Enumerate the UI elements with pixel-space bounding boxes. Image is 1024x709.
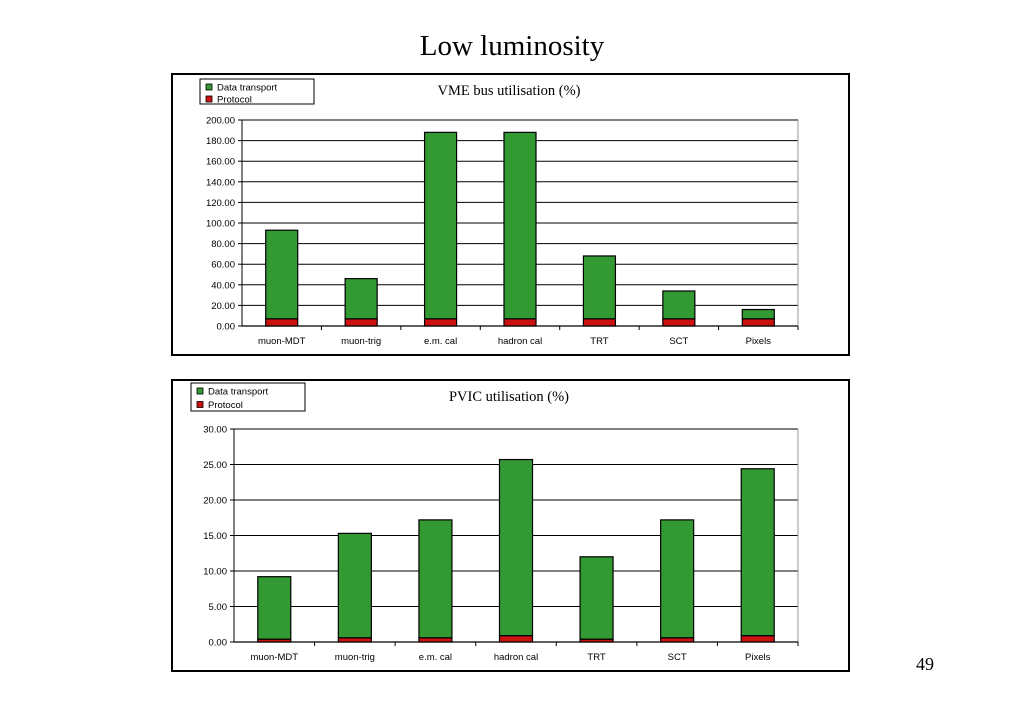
chart2-bar-protocol-muon-trig <box>337 637 372 643</box>
chart2-ytick-label: 30.00 <box>203 425 227 436</box>
chart2-legend-swatch-data-transport <box>196 387 204 395</box>
chart1-xtick-label-hadron-cal: hadron cal <box>498 336 542 347</box>
chart2-bar-data-transport-hadron-cal <box>498 458 534 637</box>
chart1-bar-protocol-e-m-cal <box>423 318 458 327</box>
chart2-bar-data-transport-muon-mdt <box>257 576 292 640</box>
chart1-ytick-label: 80.00 <box>211 239 235 250</box>
chart2-xtick-label-muon-mdt: muon-MDT <box>251 652 299 663</box>
chart1-bar-data-transport-e-m-cal <box>423 131 458 320</box>
chart2-xtick-label-sct: SCT <box>668 652 687 663</box>
chart1-ytick-label: 20.00 <box>211 301 235 312</box>
chart2-legend-label-data-transport: Data transport <box>208 387 269 398</box>
chart2-bar-data-transport-sct <box>660 519 695 639</box>
page-number: 49 <box>916 654 934 674</box>
chart2-bar-data-transport-muon-trig <box>337 532 372 639</box>
chart2-ytick-label: 0.00 <box>209 638 228 649</box>
chart2-ytick-label: 15.00 <box>203 531 227 542</box>
chart1-xtick-label-muon-mdt: muon-MDT <box>258 336 306 347</box>
chart1-legend-label-data-transport: Data transport <box>217 83 278 94</box>
slide-title: Low luminosity <box>419 30 605 62</box>
chart2-legend-swatch-protocol <box>196 401 204 408</box>
chart1-bar-protocol-sct <box>662 318 696 327</box>
chart1-ytick-label: 180.00 <box>206 136 235 147</box>
chart1-legend-label-protocol: Protocol <box>217 95 252 106</box>
chart1-title: VME bus utilisation (%) <box>438 83 581 99</box>
chart2-bar-protocol-sct <box>660 637 695 643</box>
chart1-ytick-label: 100.00 <box>206 219 235 230</box>
chart1-bar-data-transport-pixels <box>741 308 775 320</box>
chart2-xtick-label-muon-trig: muon-trig <box>335 652 375 663</box>
chart2-ytick-label: 20.00 <box>203 496 227 507</box>
chart2-title: PVIC utilisation (%) <box>449 389 569 405</box>
chart2-bar-data-transport-e-m-cal <box>418 519 453 639</box>
chart1-bar-protocol-muon-mdt <box>265 318 299 327</box>
chart1-bar-data-transport-muon-mdt <box>265 229 299 320</box>
chart1-bar-protocol-trt <box>582 318 617 327</box>
chart2-ytick-label: 5.00 <box>209 602 228 613</box>
chart1-xtick-label-sct: SCT <box>669 336 688 347</box>
chart2-xtick-label-trt: TRT <box>587 652 605 663</box>
chart1-bar-protocol-muon-trig <box>344 318 378 327</box>
chart1-legend-box <box>199 78 315 105</box>
chart2-xtick-label-e-m-cal: e.m. cal <box>419 652 452 663</box>
chart1-xtick-label-pixels: Pixels <box>746 336 772 347</box>
chart1-bar-protocol-pixels <box>741 318 775 327</box>
vme-bus-utilisation-chart: VME bus utilisation (%) Data transportPro… <box>171 73 850 356</box>
chart1-bar-data-transport-trt <box>582 255 617 320</box>
chart1-legend-swatch-data-transport <box>205 83 213 91</box>
chart1-ytick-label: 0.00 <box>217 322 236 333</box>
chart2-bar-data-transport-trt <box>579 556 614 640</box>
chart1-ytick-label: 120.00 <box>206 198 235 209</box>
chart1-xtick-label-trt: TRT <box>590 336 608 347</box>
chart2-bar-protocol-hadron-cal <box>498 635 534 643</box>
chart2-bar-protocol-e-m-cal <box>418 637 453 643</box>
chart2-bar-data-transport-pixels <box>740 468 775 637</box>
chart2-legend-label-protocol: Protocol <box>208 400 243 411</box>
chart1-bar-data-transport-muon-trig <box>344 278 378 320</box>
chart2-xtick-label-pixels: Pixels <box>745 652 771 663</box>
chart1-ytick-label: 160.00 <box>206 157 235 168</box>
chart2-ytick-label: 25.00 <box>203 460 227 471</box>
chart1-ytick-label: 200.00 <box>206 116 235 127</box>
chart1-bar-data-transport-sct <box>662 290 696 320</box>
chart2-ytick-label: 10.00 <box>203 567 227 578</box>
chart2-xtick-label-hadron-cal: hadron cal <box>494 652 538 663</box>
pvic-utilisation-chart: PVIC utilisation (%) Data transport Protoc… <box>171 379 850 672</box>
chart2-legend-box <box>190 382 306 412</box>
chart1-ytick-label: 140.00 <box>206 177 235 188</box>
chart1-xtick-label-e-m-cal: e.m. cal <box>424 336 457 347</box>
chart1-bar-data-transport-hadron-cal <box>503 131 537 320</box>
chart1-legend-swatch-protocol <box>205 95 213 103</box>
chart1-ytick-label: 40.00 <box>211 280 235 291</box>
chart1-xtick-label-muon-trig: muon-trig <box>341 336 381 347</box>
chart2-bar-protocol-pixels <box>740 635 775 643</box>
chart1-bar-protocol-hadron-cal <box>503 318 537 327</box>
chart1-ytick-label: 60.00 <box>211 260 235 271</box>
